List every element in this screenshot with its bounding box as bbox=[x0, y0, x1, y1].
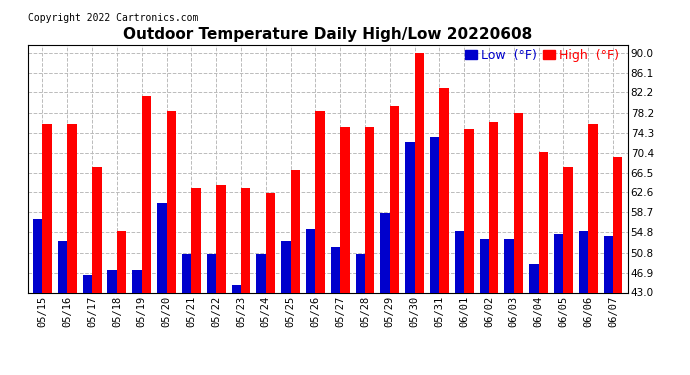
Bar bbox=[166, 111, 176, 375]
Bar bbox=[415, 53, 424, 375]
Bar bbox=[266, 193, 275, 375]
Bar bbox=[579, 231, 588, 375]
Bar bbox=[514, 113, 523, 375]
Bar bbox=[365, 127, 375, 375]
Bar bbox=[216, 185, 226, 375]
Bar bbox=[480, 239, 489, 375]
Bar bbox=[504, 239, 514, 375]
Bar bbox=[306, 229, 315, 375]
Bar bbox=[92, 168, 101, 375]
Bar bbox=[554, 234, 564, 375]
Bar bbox=[207, 254, 216, 375]
Bar bbox=[141, 96, 151, 375]
Bar bbox=[132, 270, 141, 375]
Bar bbox=[440, 88, 449, 375]
Bar bbox=[108, 270, 117, 375]
Bar bbox=[281, 242, 290, 375]
Bar bbox=[588, 124, 598, 375]
Bar bbox=[464, 129, 473, 375]
Bar bbox=[232, 285, 241, 375]
Bar bbox=[613, 157, 622, 375]
Bar bbox=[604, 236, 613, 375]
Bar bbox=[355, 254, 365, 375]
Bar bbox=[68, 124, 77, 375]
Bar bbox=[529, 264, 539, 375]
Bar bbox=[489, 122, 498, 375]
Bar bbox=[331, 247, 340, 375]
Bar bbox=[58, 242, 68, 375]
Bar bbox=[117, 231, 126, 375]
Bar bbox=[455, 231, 464, 375]
Bar bbox=[157, 203, 166, 375]
Title: Outdoor Temperature Daily High/Low 20220608: Outdoor Temperature Daily High/Low 20220… bbox=[123, 27, 533, 42]
Text: Copyright 2022 Cartronics.com: Copyright 2022 Cartronics.com bbox=[28, 13, 198, 23]
Bar bbox=[564, 168, 573, 375]
Bar bbox=[380, 213, 390, 375]
Bar bbox=[340, 127, 350, 375]
Bar bbox=[33, 219, 43, 375]
Bar bbox=[390, 106, 400, 375]
Bar bbox=[405, 142, 415, 375]
Bar bbox=[191, 188, 201, 375]
Bar bbox=[539, 152, 548, 375]
Legend: Low  (°F), High  (°F): Low (°F), High (°F) bbox=[462, 46, 622, 64]
Bar bbox=[256, 254, 266, 375]
Bar bbox=[43, 124, 52, 375]
Bar bbox=[182, 254, 191, 375]
Bar bbox=[241, 188, 250, 375]
Bar bbox=[315, 111, 325, 375]
Bar bbox=[430, 137, 440, 375]
Bar bbox=[290, 170, 300, 375]
Bar bbox=[83, 274, 92, 375]
